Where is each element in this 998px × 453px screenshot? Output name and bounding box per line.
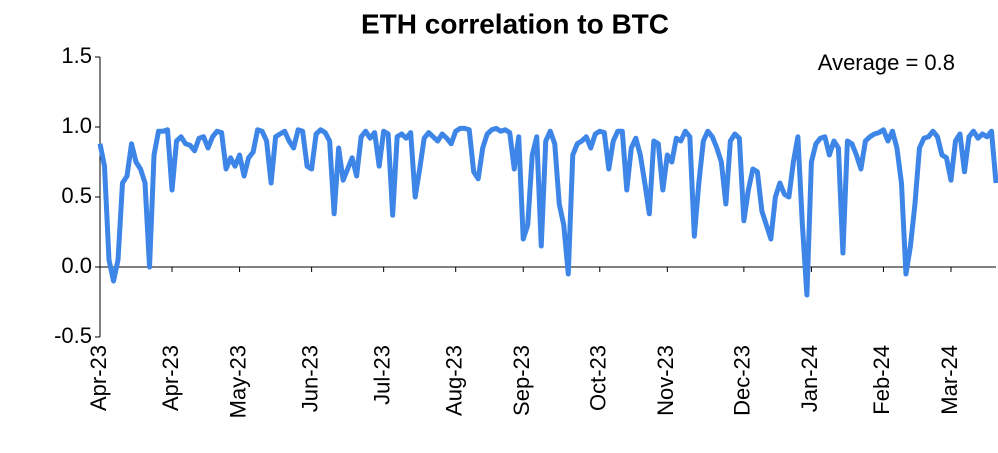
x-tick-label: Nov-23 xyxy=(653,345,678,416)
y-tick-label: 0.5 xyxy=(61,183,92,208)
y-tick-label: -0.5 xyxy=(54,323,92,348)
x-tick-label: Feb-24 xyxy=(869,345,894,415)
chart-title: ETH correlation to BTC xyxy=(361,8,669,39)
x-tick-label: Mar-24 xyxy=(937,345,962,415)
y-tick-label: 0.0 xyxy=(61,253,92,278)
x-tick-label: Jun-23 xyxy=(297,345,322,412)
x-tick-label: Apr-23 xyxy=(158,345,183,411)
x-tick-label: Sep-23 xyxy=(509,345,534,416)
x-tick-label: Jan-24 xyxy=(797,345,822,412)
x-tick-label: Aug-23 xyxy=(442,345,467,416)
x-tick-label: Dec-23 xyxy=(730,345,755,416)
x-tick-label: May-23 xyxy=(225,345,250,418)
x-tick-label: Apr-23 xyxy=(86,345,111,411)
y-tick-label: 1.5 xyxy=(61,43,92,68)
line-series xyxy=(97,125,998,298)
x-tick-label: Jul-23 xyxy=(369,345,394,405)
x-tick-label: Oct-23 xyxy=(586,345,611,411)
y-tick-label: 1.0 xyxy=(61,113,92,138)
annotation: Average = 0.8 xyxy=(818,50,955,75)
